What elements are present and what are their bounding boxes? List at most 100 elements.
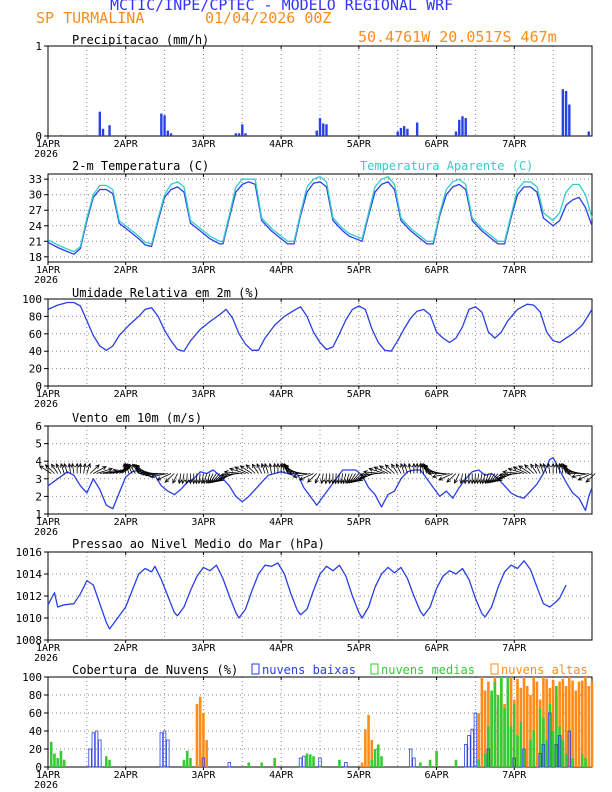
cloud-high-bar [205,740,208,767]
cloud-mid-bar [512,704,516,767]
cloud-mid-bar [506,677,510,767]
cloud-mid-bar [519,722,523,767]
cloud-low-bar [298,757,303,768]
cloud-high-bar [364,729,367,767]
wind-arrow [178,473,182,484]
pressure-xtick-label: 3APR [191,643,216,654]
clouds-title: Cobertura de Nuvens (%) [72,663,238,677]
wind-arrow [446,473,457,483]
pressure-ytick-label: 1016 [16,546,43,559]
wind-arrow [464,473,467,484]
clouds-xtick-label: 1APR [36,770,61,781]
wind-ytick-label: 2 [35,490,42,503]
cloud-low-bar [302,755,306,768]
wind-arrow [425,470,444,474]
cloud-mid-bar [260,762,264,767]
cloud-mid-bar [487,726,490,767]
wind-arrow [93,466,107,474]
wind-arrow [363,471,382,474]
wind-arrow [261,463,266,474]
wind-arrow-head [220,472,226,477]
precip-bar [325,124,328,136]
temp-ytick-label: 33 [29,173,42,186]
wind-arrow-head [292,474,298,479]
cloud-high-bar [360,762,364,767]
wind-arrow [454,473,460,484]
cloud-mid-bar [49,741,53,767]
wind-ytick-label: 1 [35,508,42,521]
wind-arrow [182,473,185,484]
cloud-high-bar [564,686,568,767]
wind-arrow-head [177,479,182,485]
wind-arrow-head [63,462,68,468]
precip-bar [564,91,568,136]
pressure-title: Pressao ao Nivel Medio do Mar (hPa) [72,537,325,551]
wind-arrow-head [184,479,189,485]
wind-arrow [195,473,198,484]
precip-bar [166,130,170,136]
wind-arrow-head [407,462,412,468]
clouds-xtick-label: 6APR [425,770,450,781]
pressure-xtick-label: 7APR [502,643,527,654]
wind-arrow [165,473,175,483]
wind-arrow-head [191,479,196,485]
cloud-low-bar [159,732,164,768]
cloud-high-bar [367,714,370,767]
cloud-high-bar [195,704,199,767]
temp-legend-apparent: Temperatura Aparente (C) [360,159,533,173]
wind-arrow-head [472,479,478,485]
wind-arrow [379,465,392,474]
wind-arrow [86,463,91,474]
wind-arrow [337,473,340,484]
wind-arrow-head [188,479,193,485]
clouds-ytick-label: 20 [29,743,42,756]
wind-arrow-head [554,462,559,468]
temp-xtick-label: 2APR [114,265,139,276]
wind-arrow-head [38,465,44,470]
wind-arrow-head [570,474,576,479]
wind-arrow [349,473,356,484]
chart-title: MCTIC/INPE/CPTEC - MODELO REGIONAL WRF [110,0,454,14]
cloud-mid-bar [380,756,383,767]
rh-ytick-label: 40 [29,345,42,358]
cloud-mid-bar [428,759,432,767]
wind-ytick-label: 5 [35,438,42,451]
run-date: 01/04/2026 00Z [205,9,332,27]
wind-arrow [146,473,165,476]
cloud-low-bar [201,757,206,768]
cloud-mid-bar [373,749,377,767]
pressure-ytick-label: 1010 [16,612,43,625]
cloud-mid-bar [59,750,63,767]
station-coords: 50.4761W 20.0517S 467m [358,28,557,46]
wind-arrow-head [135,467,141,472]
wind-arrow-head [446,478,451,483]
wind-arrow-head [219,475,225,480]
precip-bar [108,125,111,136]
precip-bar [237,133,241,136]
precip-bar [101,128,105,136]
cloud-mid-bar [561,740,565,767]
clouds-legend-low: nuvens baixas [262,663,356,677]
wind-arrow [486,473,492,484]
cloud-high-bar [590,681,594,767]
wind-arrow [201,473,204,484]
clouds-xtick-label: 5APR [347,770,372,781]
cloud-low-bar [557,735,562,768]
wind-arrow-head [314,479,319,484]
wind-arrow-head [251,463,256,469]
wind-arrow [245,464,256,474]
wind-arrow [203,473,208,484]
cloud-high-bar [558,681,561,767]
wind-arrow-head [245,464,251,469]
wind-arrow [251,463,259,474]
wind-arrow-head [518,465,523,470]
cloud-high-bar [587,686,591,767]
wind-arrow-head [51,463,56,469]
cloud-low-bar [567,730,572,768]
wind-arrow-head [145,472,151,477]
wind-arrow-head [288,471,293,476]
precip-bar [396,131,399,136]
pressure-xtick-label: 6APR [425,643,450,654]
precip-xtick-label: 5APR [347,139,372,150]
